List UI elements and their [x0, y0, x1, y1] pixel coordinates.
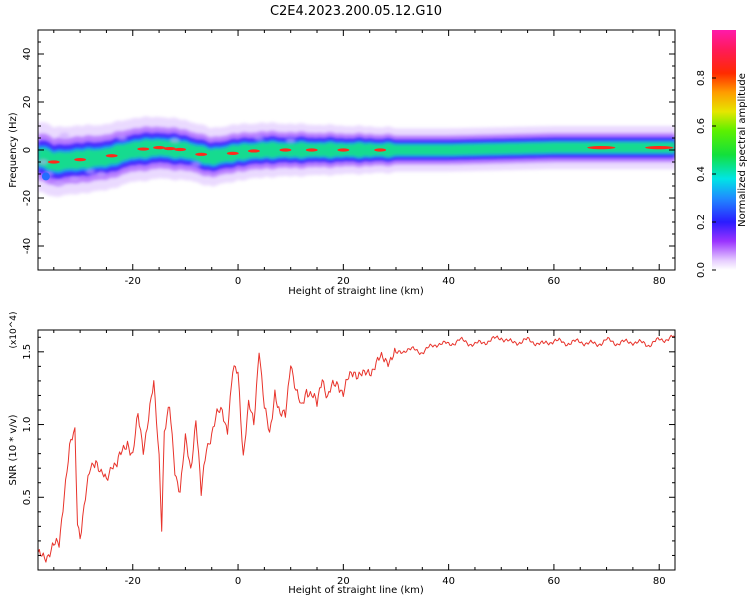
spectrogram-peak: [163, 146, 176, 151]
snr-panel: -20 0 20 40 60 80 0.5 1.0 1.5 Height of straigh…: [8, 311, 676, 596]
colorbar-tick-label: 0.2: [696, 214, 707, 230]
spectrogram-blob-6: [169, 137, 180, 144]
y-tick-label: -40: [22, 238, 33, 254]
spectrogram-peak: [74, 158, 87, 162]
spectrogram-blob-8: [254, 135, 265, 141]
spectrogram-peak: [153, 146, 166, 150]
snr-y-label: SNR (10 * v/v): [8, 414, 19, 485]
x-tick-label: 40: [442, 576, 455, 587]
spectrogram-x-ticks: -20 0 20 40 60 80: [53, 30, 666, 287]
spectrogram-peak: [174, 147, 187, 152]
y-tick-label: 1.0: [22, 417, 33, 433]
spectrogram-blob-10: [38, 159, 49, 165]
spectrogram-panel: -20 0 20 40 60 80 -40 -20 0 20 40 Height of strai…: [8, 29, 676, 297]
snr-series-line: [38, 334, 675, 563]
y-tick-label: -20: [22, 190, 33, 206]
x-tick-label: 80: [653, 576, 666, 587]
spectrogram-y-label: Frequency (Hz): [8, 112, 19, 188]
spectrogram-blob-11: [59, 132, 70, 139]
snr-x-ticks: -20 0 20 40 60 80: [53, 330, 666, 587]
colorbar-tick-label: 0.0: [696, 262, 707, 278]
spectrogram-blob-7: [190, 161, 201, 168]
spectrogram-blob-3: [85, 168, 96, 175]
spectrogram-band-4: [38, 139, 675, 172]
y-tick-label: 20: [22, 96, 33, 109]
spectrogram-spot: [41, 172, 50, 181]
x-tick-label: 60: [548, 276, 561, 287]
spectrogram-peak: [247, 149, 260, 153]
x-tick-label: 80: [653, 276, 666, 287]
spectrogram-peak: [587, 146, 616, 150]
colorbar-label: Normalized spectral amplitude: [737, 73, 748, 227]
spectrogram-peak: [374, 148, 387, 152]
spectrogram-peak: [105, 154, 118, 158]
spectrogram-heatmap: [38, 116, 675, 197]
colorbar-tick-label: 0.6: [696, 118, 707, 134]
y-tick-label: 40: [22, 48, 33, 61]
y-tick-label: 1.5: [22, 344, 33, 360]
x-tick-label: 0: [235, 576, 241, 587]
spectrogram-blob-2: [69, 175, 80, 182]
spectrogram-peak: [137, 147, 150, 151]
spectrogram-peak: [47, 160, 60, 164]
y-tick-label: 0.5: [22, 489, 33, 505]
x-tick-label: 60: [548, 576, 561, 587]
figure-title: C2E4.2023.200.05.12.G10: [270, 4, 442, 19]
spectrogram-peak: [645, 146, 674, 150]
snr-y-multiplier: (x10^4): [9, 311, 19, 348]
x-tick-label: -20: [125, 576, 141, 587]
snr-y-ticks: 0.5 1.0 1.5: [22, 336, 675, 556]
spectrogram-peak: [195, 152, 208, 156]
spectrogram-peak: [279, 148, 292, 152]
spectrogram-blob-1: [54, 180, 65, 187]
spectrogram-x-label: Height of straight line (km): [288, 286, 424, 297]
x-tick-label: -20: [125, 276, 141, 287]
x-tick-label: 0: [235, 276, 241, 287]
y-tick-label: 0: [22, 147, 33, 153]
x-tick-label: 20: [337, 576, 350, 587]
spectrogram-peak: [305, 148, 318, 152]
colorbar-gradient: [712, 30, 736, 270]
spectrogram-peak: [337, 148, 350, 152]
colorbar-tick-label: 0.4: [696, 166, 707, 182]
snr-x-label: Height of straight line (km): [288, 585, 424, 596]
x-tick-label: 20: [337, 276, 350, 287]
x-tick-label: 40: [442, 276, 455, 287]
spectrogram-y-ticks: -40 -20 0 20 40: [22, 41, 675, 259]
spectrogram-blob-9: [285, 137, 296, 144]
snr-frame: [37, 329, 676, 571]
colorbar-ticks: 0.0 0.2 0.4 0.6 0.8: [696, 70, 716, 278]
spectrogram-peak: [226, 151, 239, 155]
spectrogram-blob-5: [117, 135, 128, 141]
colorbar: 0.0 0.2 0.4 0.6 0.8 Normalized spectral ampl…: [696, 30, 748, 278]
spectrogram-blob-4: [96, 171, 107, 177]
colorbar-tick-label: 0.8: [696, 70, 707, 86]
